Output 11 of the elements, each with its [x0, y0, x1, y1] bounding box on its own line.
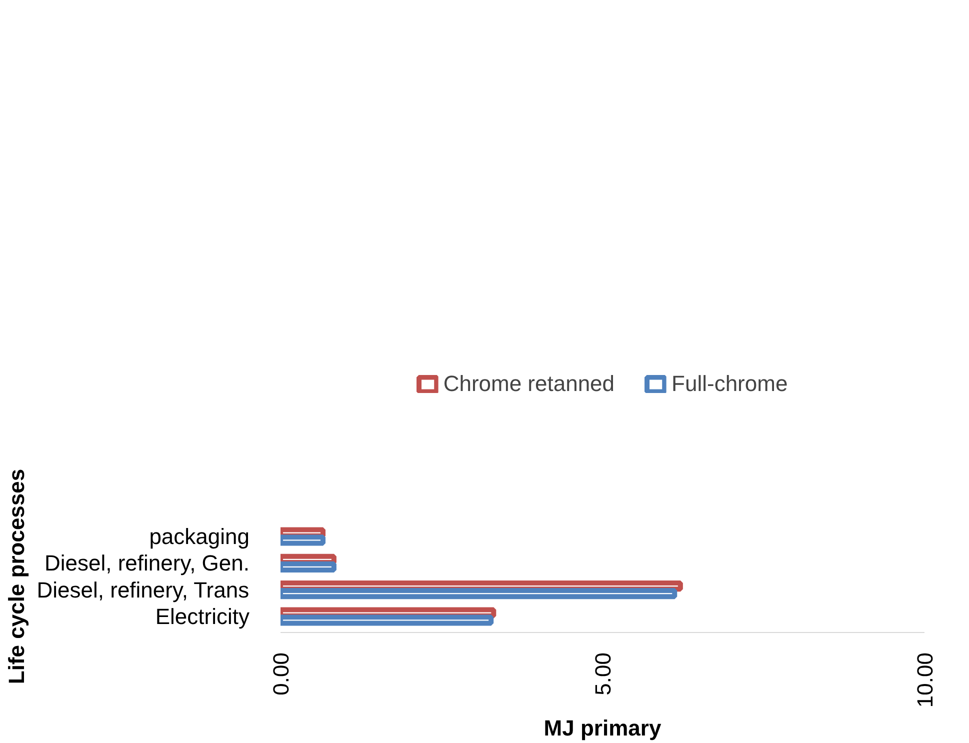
- legend-label: Chrome retanned: [443, 370, 615, 396]
- x-tick-label: 10.00: [912, 652, 938, 708]
- y-axis-title: Life cycle processes: [4, 468, 29, 684]
- x-tick-label: 5.00: [590, 652, 616, 696]
- y-tick-label: Electricity: [155, 604, 250, 629]
- y-tick-label: packaging: [149, 524, 250, 549]
- x-axis-title: MJ primary: [544, 716, 662, 741]
- y-tick-label: Diesel, refinery, Gen.: [44, 550, 250, 576]
- x-tick-label: 0.00: [268, 652, 294, 696]
- legend-label: Full-chrome: [672, 370, 788, 396]
- y-tick-label: Diesel, refinery, Trans: [36, 577, 250, 602]
